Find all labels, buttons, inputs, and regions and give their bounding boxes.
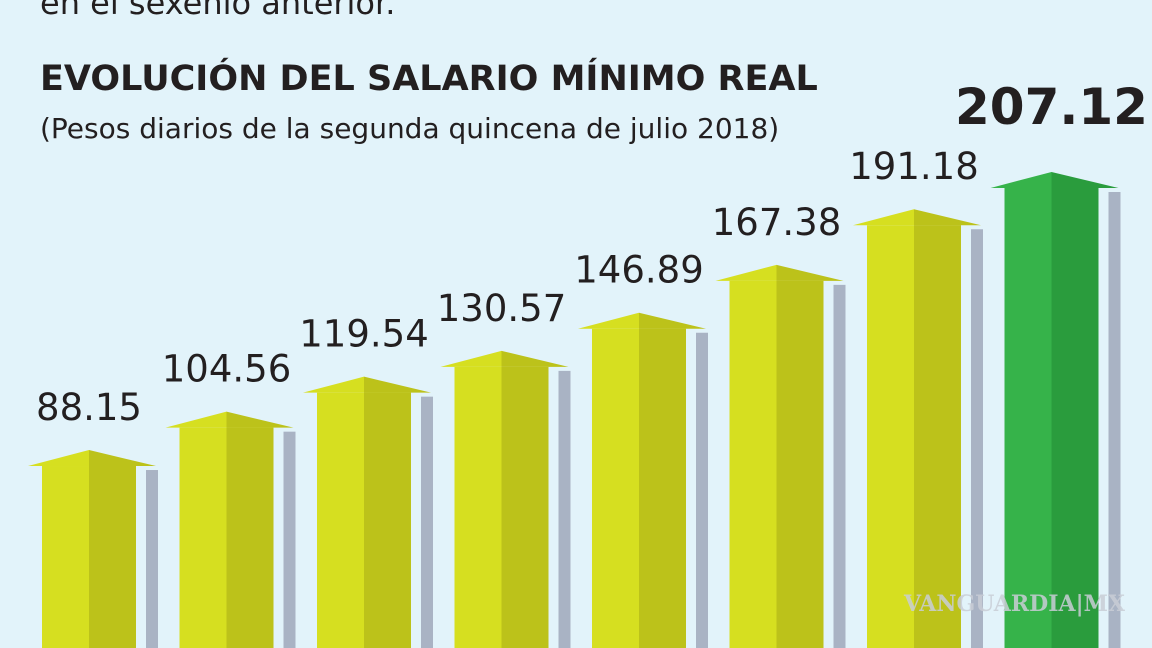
- arrow-part: [89, 450, 156, 467]
- arrow-bar: [578, 312, 706, 648]
- arrow-part: [1051, 188, 1099, 648]
- arrow-part: [364, 376, 431, 393]
- bar-shadow: [558, 370, 571, 648]
- arrow-part: [1051, 172, 1119, 188]
- value-label: 167.38: [712, 201, 841, 244]
- value-label: 130.57: [437, 287, 566, 330]
- arrow-part: [776, 280, 824, 648]
- arrow-part: [165, 411, 227, 428]
- watermark: VANGUARDIA|MX: [903, 591, 1126, 617]
- bar-shadow: [421, 396, 433, 648]
- arrow-part: [303, 376, 364, 393]
- arrow-bar: [853, 209, 981, 648]
- arrow-part: [776, 264, 844, 281]
- arrow-part: [990, 172, 1052, 188]
- value-label: 119.54: [299, 313, 428, 356]
- arrow-bar: [303, 376, 431, 648]
- value-label: 88.15: [36, 386, 142, 429]
- bar-shadow: [283, 431, 296, 648]
- arrow-part: [578, 312, 639, 329]
- arrow-part: [639, 328, 686, 648]
- arrow-part: [28, 450, 89, 467]
- arrow-bar: [715, 264, 844, 648]
- arrow-bar: [165, 411, 294, 648]
- chart-subtitle: (Pesos diarios de la segunda quincena de…: [40, 112, 779, 145]
- chart-title: EVOLUCIÓN DEL SALARIO MÍNIMO REAL: [40, 57, 818, 99]
- value-label: 104.56: [162, 348, 291, 391]
- arrow-part: [914, 225, 961, 648]
- value-label: 146.89: [574, 249, 703, 292]
- arrow-bar: [440, 350, 569, 648]
- arrow-part: [501, 350, 569, 367]
- bar-shadow: [696, 332, 708, 648]
- arrow-part: [440, 350, 502, 367]
- arrow-part: [639, 312, 706, 329]
- arrow-bar: [990, 172, 1119, 648]
- arrow-part: [501, 366, 549, 648]
- arrow-part: [715, 264, 777, 281]
- intro-text: en el sexenio anterior.: [40, 0, 395, 22]
- arrow-part: [914, 209, 981, 226]
- arrow-part: [89, 466, 136, 648]
- arrow-part: [364, 392, 411, 648]
- value-label: 191.18: [849, 145, 978, 188]
- value-label-highlight: 207.12: [955, 78, 1148, 136]
- bar-shadow: [146, 470, 158, 648]
- bar-shadow: [833, 284, 846, 648]
- arrow-part: [226, 411, 294, 428]
- arrow-bar: [28, 450, 156, 648]
- arrow-part: [853, 209, 914, 226]
- arrow-part: [226, 427, 274, 648]
- bar-shadow: [971, 229, 983, 648]
- bar-shadow: [1108, 192, 1121, 648]
